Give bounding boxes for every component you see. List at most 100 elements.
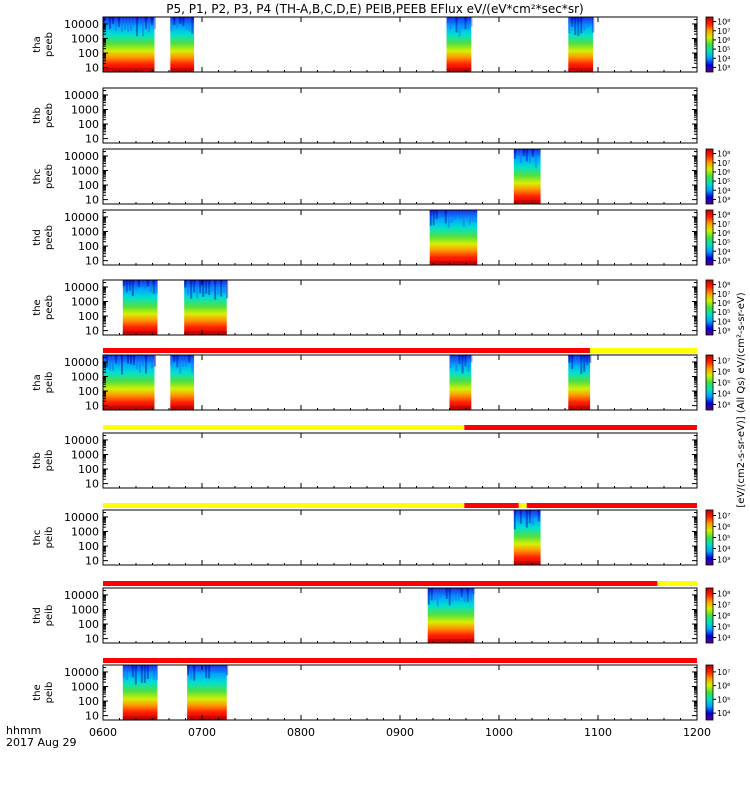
spectrogram-texture bbox=[106, 17, 108, 25]
y-tick-label: 1000 bbox=[71, 604, 99, 617]
spectrogram-texture bbox=[196, 280, 199, 299]
spectrogram-texture bbox=[429, 210, 432, 226]
y-tick-label: 10000 bbox=[64, 18, 99, 31]
y-tick-label: 1000 bbox=[71, 681, 99, 694]
spectrogram-texture bbox=[187, 716, 227, 720]
spectrogram-texture bbox=[103, 68, 155, 72]
spectrogram-texture bbox=[137, 280, 140, 288]
spectrogram-texture bbox=[513, 149, 516, 159]
colorbar-tick-label: 10⁴ bbox=[717, 247, 730, 256]
spectrogram-texture bbox=[170, 406, 195, 410]
spectrogram-texture bbox=[152, 665, 155, 680]
colorbar bbox=[705, 509, 714, 566]
spectrogram-texture bbox=[112, 355, 114, 371]
spectrogram-texture bbox=[188, 355, 191, 363]
x-tick-label: 1100 bbox=[584, 726, 612, 739]
panel-label: peeb bbox=[44, 164, 55, 189]
spectrogram-texture bbox=[455, 355, 458, 372]
spectrogram-block bbox=[184, 280, 227, 335]
y-tick-label: 100 bbox=[78, 463, 99, 476]
spectrogram-texture bbox=[122, 665, 125, 678]
spectrogram-block bbox=[568, 17, 594, 72]
mode-bar-segment bbox=[103, 658, 697, 663]
spectrogram-texture bbox=[211, 665, 214, 673]
colorbar-tick-label: 10⁵ bbox=[717, 695, 730, 704]
colorbar-tick-label: 10⁸ bbox=[717, 150, 730, 159]
colorbar-tick-label: 10⁷ bbox=[717, 290, 730, 299]
spectrogram-texture bbox=[432, 210, 435, 226]
colorbar bbox=[705, 148, 714, 205]
spectrogram-texture bbox=[459, 210, 462, 220]
spectrogram-texture bbox=[522, 149, 525, 157]
spectrogram-texture bbox=[152, 280, 155, 294]
spectrogram-texture bbox=[184, 280, 187, 288]
spectrogram-texture bbox=[455, 17, 458, 33]
spectrogram-texture bbox=[146, 665, 149, 679]
spectrogram-texture bbox=[466, 588, 469, 603]
spectrogram-texture bbox=[586, 17, 589, 28]
mode-bar-segment bbox=[103, 425, 465, 430]
spectrogram-texture bbox=[136, 17, 138, 37]
y-tick-label: 1000 bbox=[71, 371, 99, 384]
spectrogram-texture bbox=[193, 280, 196, 293]
spectrogram-texture bbox=[461, 17, 464, 30]
panel-frame bbox=[102, 209, 698, 266]
spectrogram-texture bbox=[453, 210, 456, 220]
spectrogram-texture bbox=[128, 280, 131, 291]
spectrogram-texture bbox=[191, 355, 194, 373]
spectrogram-texture bbox=[170, 355, 173, 366]
mode-bar-segment bbox=[518, 503, 527, 508]
panel-label: thc bbox=[32, 169, 43, 185]
x-tick-label: 0600 bbox=[89, 726, 117, 739]
spectrogram-texture bbox=[460, 588, 463, 598]
colorbar-tick-label: 10³ bbox=[717, 195, 730, 204]
spectrogram-texture bbox=[456, 210, 459, 217]
colorbar-tick-label: 10⁵ bbox=[717, 534, 730, 543]
spectrogram-block bbox=[170, 17, 195, 72]
spectrogram-texture bbox=[537, 510, 540, 522]
spectrogram-texture bbox=[125, 280, 128, 293]
spectrogram-texture bbox=[531, 510, 534, 525]
spectrogram-texture bbox=[592, 17, 595, 33]
spectrogram-texture bbox=[155, 665, 158, 680]
spectrogram-texture bbox=[193, 665, 196, 681]
mode-bar-segment bbox=[464, 503, 519, 508]
colorbar-tick-label: 10⁶ bbox=[717, 523, 730, 532]
y-tick-label: 1000 bbox=[71, 226, 99, 239]
spectrogram-texture bbox=[151, 355, 153, 368]
spectrogram-texture bbox=[226, 280, 229, 299]
spectrogram-texture bbox=[433, 588, 436, 601]
spectrogram-texture bbox=[176, 355, 179, 368]
y-tick-label: 10 bbox=[85, 478, 99, 491]
spectrogram-texture bbox=[449, 17, 452, 30]
spectrogram-texture bbox=[131, 665, 134, 678]
spectrogram-texture bbox=[519, 149, 522, 164]
spectrogram-texture bbox=[577, 17, 580, 36]
spectrogram-texture bbox=[472, 588, 475, 595]
spectrogram-texture bbox=[122, 716, 158, 720]
spectrogram-texture bbox=[435, 210, 438, 220]
spectrogram-texture bbox=[143, 665, 146, 683]
spectrogram-texture bbox=[580, 17, 583, 34]
spectrogram-texture bbox=[525, 510, 528, 528]
spectrogram-texture bbox=[118, 17, 120, 27]
spectrogram-texture bbox=[131, 280, 134, 297]
spectrogram-texture bbox=[103, 406, 155, 410]
colorbar bbox=[705, 209, 714, 266]
y-tick-label: 1000 bbox=[71, 526, 99, 539]
panel-frame bbox=[102, 587, 698, 644]
spectrogram-block bbox=[103, 355, 155, 410]
spectrogram-texture bbox=[142, 355, 144, 366]
colorbar-tick-label: 10⁴ bbox=[717, 390, 730, 399]
spectrogram-texture bbox=[143, 280, 146, 289]
spectrogram-texture bbox=[439, 588, 442, 598]
panel-label: the bbox=[32, 684, 43, 700]
spectrogram-texture bbox=[528, 510, 531, 524]
spectrogram-texture bbox=[145, 17, 147, 29]
spectrogram-texture bbox=[133, 355, 135, 366]
spectrogram-texture bbox=[522, 510, 525, 518]
